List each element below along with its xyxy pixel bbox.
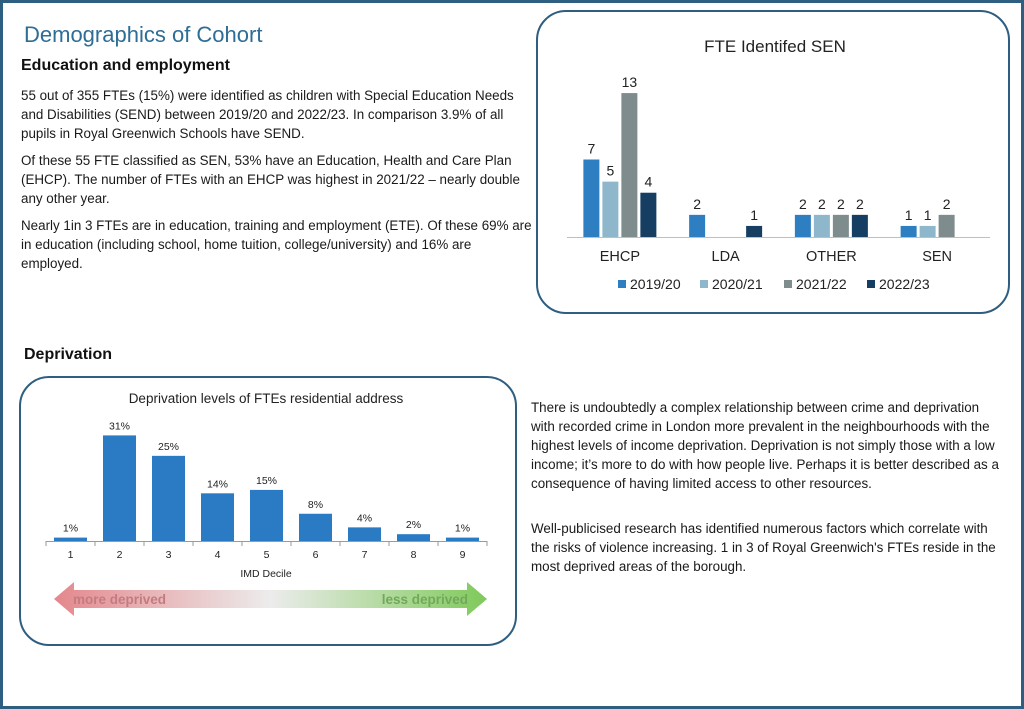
sen-bar — [602, 181, 619, 237]
sen-legend-swatch — [700, 280, 708, 288]
sen-category-label: EHCP — [600, 249, 640, 265]
deprivation-bar — [54, 537, 87, 541]
section-heading-deprivation: Deprivation — [24, 346, 113, 363]
deprivation-paragraph-1: There is undoubtedly a complex relations… — [531, 400, 999, 491]
sen-category-label: LDA — [712, 249, 741, 265]
sen-chart-title: FTE Identifed SEN — [704, 37, 846, 56]
sen-bar-value-label: 1 — [924, 207, 932, 223]
sen-bar-value-label: 2 — [799, 196, 807, 212]
deprivation-bar-value-label: 31% — [109, 420, 130, 432]
deprivation-bar-value-label: 4% — [357, 512, 372, 524]
deprivation-bar — [152, 455, 185, 541]
deprivation-bar-chart: Deprivation levels of FTEs residential a… — [45, 391, 488, 616]
sen-legend-label: 2019/20 — [630, 276, 681, 292]
sen-bar — [851, 214, 868, 237]
sen-bar — [621, 93, 638, 237]
deprivation-bar-value-label: 15% — [256, 475, 277, 487]
education-paragraph-1: 55 out of 355 FTEs (15%) were identified… — [21, 88, 514, 141]
sen-bar — [640, 192, 657, 237]
deprivation-bar-value-label: 1% — [455, 523, 470, 535]
deprivation-bar-value-label: 8% — [308, 499, 323, 511]
sen-bar-value-label: 1 — [750, 207, 758, 223]
education-paragraph-3: Nearly 1in 3 FTEs are in education, trai… — [21, 218, 532, 271]
sen-bar-value-label: 13 — [622, 74, 638, 90]
sen-bar-value-label: 2 — [818, 196, 826, 212]
sen-bar — [832, 214, 849, 237]
deprivation-category-label: 8 — [411, 549, 417, 561]
deprivation-direction-arrow — [54, 582, 487, 616]
sen-legend-swatch — [867, 280, 875, 288]
deprivation-category-label: 1 — [68, 549, 74, 561]
sen-bar-value-label: 2 — [856, 196, 864, 212]
deprivation-category-label: 4 — [215, 549, 221, 561]
sen-legend-swatch — [618, 280, 626, 288]
sen-bar — [919, 225, 936, 237]
sen-bar-value-label: 2 — [837, 196, 845, 212]
sen-bar — [689, 214, 706, 237]
deprivation-bar — [397, 534, 430, 541]
sen-category-label: SEN — [922, 249, 952, 265]
education-paragraph-2: Of these 55 FTE classified as SEN, 53% h… — [21, 153, 520, 206]
deprivation-chart-panel: Deprivation levels of FTEs residential a… — [19, 376, 517, 646]
deprivation-bar-value-label: 2% — [406, 519, 421, 531]
deprivation-category-label: 7 — [362, 549, 368, 561]
deprivation-bar — [299, 513, 332, 541]
deprivation-chart-title: Deprivation levels of FTEs residential a… — [129, 391, 404, 406]
deprivation-category-label: 5 — [264, 549, 270, 561]
deprivation-bar — [250, 489, 283, 541]
sen-bar — [794, 214, 811, 237]
arrow-label-more-deprived: more deprived — [73, 592, 166, 607]
sen-bar-value-label: 2 — [943, 196, 951, 212]
page-title: Demographics of Cohort — [24, 22, 263, 47]
sen-bar — [583, 159, 600, 237]
sen-bar — [938, 214, 955, 237]
sen-bar-value-label: 4 — [644, 174, 652, 190]
deprivation-bar-value-label: 14% — [207, 478, 228, 490]
deprivation-x-axis-label: IMD Decile — [240, 568, 292, 580]
arrow-label-less-deprived: less deprived — [382, 592, 468, 607]
deprivation-bar — [103, 435, 136, 541]
sen-bar-value-label: 1 — [905, 207, 913, 223]
deprivation-bar — [446, 537, 479, 541]
sen-legend-label: 2021/22 — [796, 276, 847, 292]
sen-legend-label: 2022/23 — [879, 276, 930, 292]
sen-legend-label: 2020/21 — [712, 276, 763, 292]
sen-bar-value-label: 7 — [587, 141, 595, 157]
section-heading-education: Education and employment — [21, 57, 230, 74]
sen-legend-swatch — [784, 280, 792, 288]
sen-chart-panel: FTE Identifed SEN 7 5 13 4 EHCP 2 1 LDA 2 2 2 2 OTHE… — [536, 10, 1010, 314]
deprivation-category-label: 3 — [166, 549, 172, 561]
deprivation-bar-value-label: 25% — [158, 441, 179, 453]
sen-bar — [813, 214, 830, 237]
deprivation-bar — [201, 493, 234, 541]
deprivation-category-label: 9 — [460, 549, 466, 561]
deprivation-bar-value-label: 1% — [63, 523, 78, 535]
deprivation-paragraph-2: Well-publicised research has identified … — [531, 521, 996, 574]
sen-bar — [900, 225, 917, 237]
deprivation-bar — [348, 527, 381, 541]
sen-bar-value-label: 2 — [693, 196, 701, 212]
deprivation-category-label: 6 — [313, 549, 319, 561]
sen-bar-value-label: 5 — [606, 163, 614, 179]
deprivation-category-label: 2 — [117, 549, 123, 561]
sen-category-label: OTHER — [806, 249, 857, 265]
sen-bar — [746, 225, 763, 237]
